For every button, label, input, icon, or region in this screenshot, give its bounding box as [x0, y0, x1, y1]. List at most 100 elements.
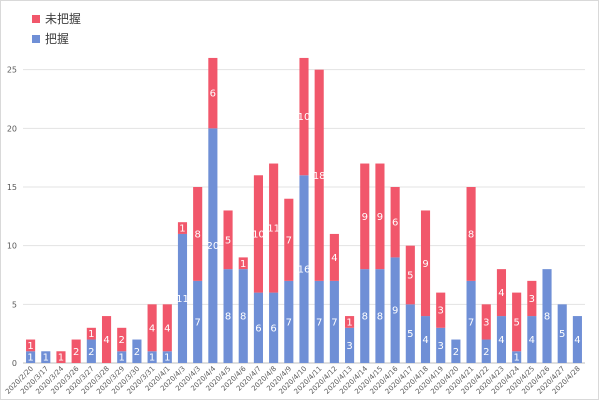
- bar-segment-known: [193, 280, 203, 363]
- bar-segment-unknown: [193, 187, 203, 281]
- data-label: 9: [392, 306, 398, 317]
- data-label: 4: [498, 288, 504, 299]
- data-label: 1: [119, 353, 125, 364]
- bar-segment-unknown: [496, 269, 507, 317]
- bar-segment-known: [299, 175, 309, 363]
- bar-segment-unknown: [420, 210, 431, 317]
- bar-segment-unknown: [223, 210, 233, 270]
- data-label: 8: [362, 312, 368, 323]
- bar-segment-unknown: [71, 339, 81, 363]
- data-label: 4: [529, 335, 535, 346]
- bar-segment-known: [345, 327, 355, 363]
- legend-swatch: [32, 15, 40, 23]
- bar-segment-known: [329, 280, 339, 363]
- bar-segment-known: [527, 316, 537, 363]
- bars: 111 12 21412214141117820685816106117716107…: [26, 57, 582, 364]
- data-label: 6: [255, 323, 261, 334]
- data-label: 7: [286, 235, 292, 246]
- bar-segment-known: [466, 280, 476, 363]
- bar-segment-unknown: [512, 292, 522, 352]
- bar-segment-known: [496, 316, 507, 363]
- bar-segment-known: [542, 269, 552, 363]
- bar-segment-unknown: [390, 187, 400, 258]
- data-label: 3: [529, 294, 535, 305]
- data-label: 4: [103, 335, 109, 346]
- data-label: 9: [362, 212, 368, 223]
- data-label: 16: [298, 265, 311, 276]
- legend-swatch: [32, 35, 40, 43]
- bar-segment-known: [269, 292, 279, 363]
- data-label: 8: [240, 312, 246, 323]
- data-label: 9: [422, 259, 428, 270]
- bar-segment-unknown: [284, 198, 294, 281]
- bar-segment-known: [147, 351, 157, 363]
- data-label: 2: [119, 335, 125, 346]
- data-label: 1: [27, 341, 33, 352]
- bar-segment-unknown: [481, 304, 491, 340]
- data-label: 9: [377, 212, 383, 223]
- data-label: 11: [176, 294, 189, 305]
- data-label: 10: [298, 112, 311, 123]
- data-label: 1: [513, 353, 519, 364]
- data-label: 8: [468, 229, 474, 240]
- bar-segment-unknown: [329, 233, 339, 281]
- bar-segment-unknown: [147, 304, 157, 352]
- bar-segment-unknown: [527, 280, 537, 317]
- data-label: 4: [574, 335, 580, 346]
- data-label: 4: [149, 323, 155, 334]
- data-label: 7: [194, 317, 200, 328]
- data-label: 6: [270, 323, 276, 334]
- bar-segment-known: [26, 351, 36, 363]
- bar-segment-known: [405, 304, 415, 363]
- bar-segment-known: [132, 339, 142, 363]
- bar-segment-known: [420, 316, 431, 363]
- bar-segment-known: [41, 351, 51, 363]
- bar-segment-known: [512, 351, 522, 363]
- y-tick-label: 0: [12, 359, 17, 368]
- bar-segment-known: [436, 327, 446, 363]
- bar-segment-known: [360, 269, 370, 363]
- data-label: 7: [468, 317, 474, 328]
- data-label: 10: [252, 229, 265, 240]
- bar-segment-unknown: [299, 57, 309, 176]
- bar-segment-known: [162, 351, 172, 363]
- legend-label: 未把握: [45, 11, 81, 26]
- data-label: 1: [179, 224, 185, 235]
- bar-segment-known: [208, 128, 218, 363]
- data-label: 4: [164, 323, 170, 334]
- bar-segment-known: [86, 339, 96, 363]
- data-label: 1: [346, 317, 352, 328]
- data-label: 1: [149, 353, 155, 364]
- data-label: 5: [559, 329, 565, 340]
- data-label: 8: [544, 312, 550, 323]
- bar-segment-unknown: [238, 257, 248, 270]
- bar-segment-unknown: [208, 57, 218, 129]
- data-label: 5: [225, 235, 231, 246]
- data-label: 7: [286, 317, 292, 328]
- y-tick-label: 20: [7, 124, 17, 133]
- data-label: 1: [27, 353, 33, 364]
- bar-segment-known: [390, 257, 400, 363]
- bar-segment-known: [117, 351, 127, 363]
- bar-segment-known: [238, 269, 248, 363]
- bar-segment-known: [177, 233, 188, 363]
- data-label: 8: [377, 312, 383, 323]
- data-label: 3: [483, 317, 489, 328]
- data-label: 5: [407, 271, 413, 282]
- bar-segment-unknown: [269, 163, 279, 293]
- bar-segment-known: [223, 269, 233, 363]
- y-tick-label: 5: [12, 300, 17, 309]
- bar-segment-unknown: [253, 175, 263, 293]
- data-label: 11: [267, 224, 280, 235]
- bar-segment-unknown: [360, 163, 370, 270]
- data-label: 7: [331, 317, 337, 328]
- bar-segment-unknown: [466, 187, 476, 281]
- bar-segment-known: [284, 280, 294, 363]
- bar-segment-known: [375, 269, 385, 363]
- data-label: 1: [43, 353, 49, 364]
- data-label: 7: [316, 317, 322, 328]
- bar-segment-unknown: [162, 304, 172, 352]
- data-label: 4: [331, 253, 337, 264]
- bar-segment-unknown: [314, 69, 324, 281]
